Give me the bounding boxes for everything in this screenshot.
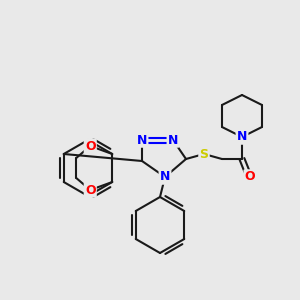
Text: O: O: [85, 140, 96, 152]
Text: O: O: [85, 184, 96, 196]
Text: N: N: [168, 134, 178, 146]
Text: O: O: [245, 170, 255, 184]
Text: N: N: [237, 130, 247, 143]
Text: S: S: [200, 148, 208, 160]
Text: N: N: [137, 134, 147, 146]
Text: N: N: [160, 170, 170, 184]
